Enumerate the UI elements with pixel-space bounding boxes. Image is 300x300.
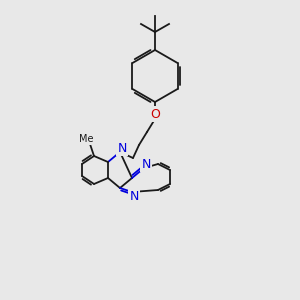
Text: Me: Me: [79, 134, 93, 144]
Text: O: O: [150, 107, 160, 121]
Text: N: N: [117, 142, 127, 154]
Text: N: N: [141, 158, 151, 170]
Text: N: N: [129, 190, 139, 202]
